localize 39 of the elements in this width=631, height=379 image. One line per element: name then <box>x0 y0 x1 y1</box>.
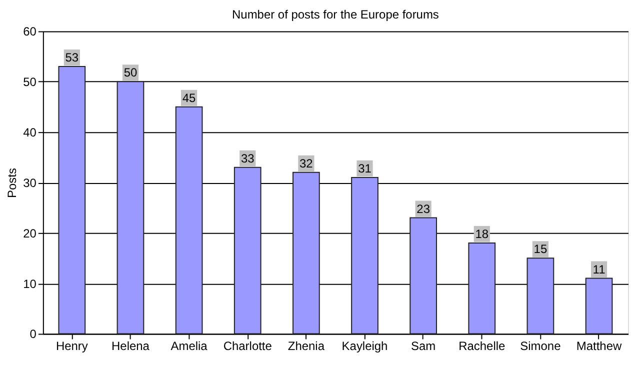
bar <box>351 176 378 334</box>
x-tick-label: Charlotte <box>223 339 272 354</box>
x-tick-label: Matthew <box>576 339 622 354</box>
bar <box>585 278 613 334</box>
data-label: 15 <box>534 242 548 256</box>
data-label: 53 <box>65 50 79 65</box>
y-tick-label: 10 <box>23 276 37 291</box>
y-tick-label: 50 <box>23 75 37 90</box>
bar <box>292 172 320 334</box>
bar <box>58 66 86 334</box>
y-tick-label: 40 <box>23 126 37 140</box>
x-tick-label: Helena <box>112 339 150 354</box>
y-axis-title: Posts <box>5 168 20 198</box>
data-label: 50 <box>124 66 138 80</box>
data-label: 31 <box>358 161 372 176</box>
bar <box>526 258 554 334</box>
y-tick-label: 30 <box>23 176 37 190</box>
data-label: 11 <box>592 262 606 276</box>
data-label: 45 <box>182 90 196 105</box>
data-label: 33 <box>240 151 255 166</box>
x-tick-label: Sam <box>411 339 436 354</box>
x-tick-label: Simone <box>520 339 562 354</box>
x-tick-label: Amelia <box>170 339 208 354</box>
data-label: 32 <box>300 156 314 170</box>
bar <box>410 217 437 334</box>
y-tick-label: 0 <box>30 327 37 342</box>
x-tick-label: Kayleigh <box>342 339 388 354</box>
data-label: 18 <box>475 227 489 242</box>
x-tick-label: Zhenia <box>288 339 325 354</box>
x-tick-label: Rachelle <box>458 339 506 354</box>
bar <box>175 106 203 334</box>
chart-title: Number of posts for the Europe forums <box>232 7 439 22</box>
y-tick-label: 60 <box>23 24 37 39</box>
bar <box>234 166 262 334</box>
bar <box>116 81 144 334</box>
bar <box>468 242 496 334</box>
x-tick-label: Henry <box>56 339 88 354</box>
y-tick-label: 20 <box>23 226 37 240</box>
data-label: 23 <box>416 202 430 216</box>
